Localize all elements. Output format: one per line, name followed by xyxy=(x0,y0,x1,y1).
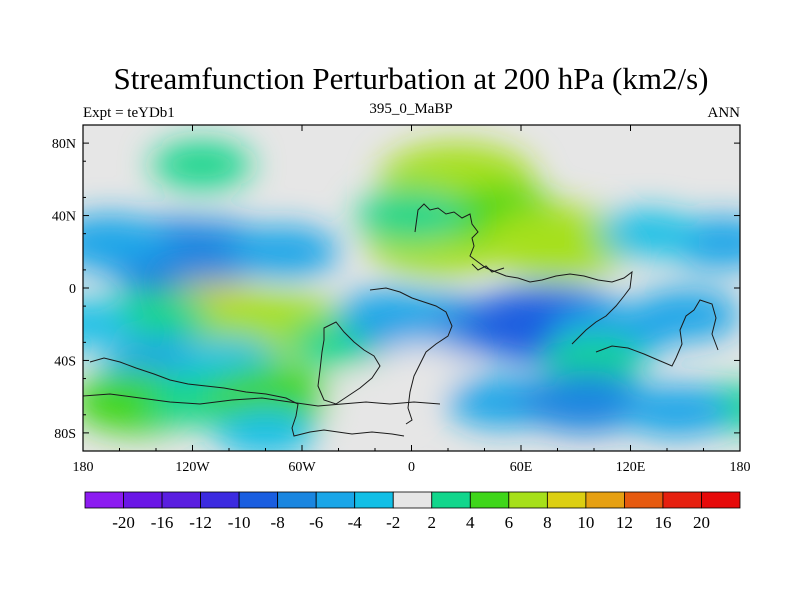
field-cell-12 xyxy=(598,209,700,258)
coastline-australia xyxy=(595,299,719,367)
y-tick-label-2: 0 xyxy=(69,282,76,297)
colorbar-label-6: -4 xyxy=(348,513,363,532)
colorbar-swatch-2 xyxy=(161,491,201,509)
field-cell-6 xyxy=(355,189,468,242)
x-tick-label-1: 120W xyxy=(175,460,210,475)
x-tick-label-3: 0 xyxy=(408,460,415,475)
field-cell-10 xyxy=(227,225,340,279)
colorbar-swatch-13 xyxy=(585,491,625,509)
coastline-antarctica xyxy=(83,393,441,407)
colorbar-swatch-8 xyxy=(392,491,433,509)
coastline-africa xyxy=(369,287,453,425)
x-tick-label-5: 120E xyxy=(616,460,646,475)
y-tick-label-0: 80N xyxy=(52,137,76,152)
colorbar-swatch-1 xyxy=(123,491,163,509)
coastline-americas xyxy=(317,321,381,405)
colorbar-label-5: -6 xyxy=(309,513,323,532)
colorbar: -20 -16 -12 -10 -8 -6 -4 -2 2 4 6 8 10 12 16 20 xyxy=(84,491,741,532)
field-cell-21 xyxy=(337,288,450,342)
x-tick-label-4: 60E xyxy=(510,460,533,475)
coastline-north xyxy=(471,263,505,273)
colorbar-swatch-14 xyxy=(624,491,664,509)
x-tick-label-0: 180 xyxy=(73,460,94,475)
coastline-south-islands xyxy=(89,357,405,437)
colorbar-label-2: -12 xyxy=(189,513,212,532)
colorbar-swatch-0 xyxy=(84,491,124,509)
field-cell-33 xyxy=(518,370,652,434)
colorbar-label-1: -16 xyxy=(151,513,174,532)
x-tick-label-2: 60W xyxy=(288,460,316,475)
field-cell-20 xyxy=(629,288,740,342)
field-cell-22 xyxy=(83,300,134,348)
colorbar-swatch-12 xyxy=(546,491,587,509)
colorbar-swatch-15 xyxy=(662,491,702,509)
season-label: ANN xyxy=(708,105,741,121)
contour-field xyxy=(83,141,740,451)
colorbar-swatch-9 xyxy=(431,491,471,509)
field-cell-34 xyxy=(620,384,732,438)
colorbar-swatch-6 xyxy=(315,491,356,509)
coastlines xyxy=(83,203,719,437)
colorbar-swatch-7 xyxy=(354,491,394,509)
y-tick-label-3: 40S xyxy=(54,354,76,369)
colorbar-label-9: 4 xyxy=(466,513,475,532)
chart-title: Streamfunction Perturbation at 200 hPa (… xyxy=(114,61,709,96)
colorbar-label-11: 8 xyxy=(543,513,552,532)
field-cell-5 xyxy=(479,206,636,280)
colorbar-label-13: 12 xyxy=(616,513,633,532)
field-cell-29 xyxy=(375,342,466,386)
colorbar-label-4: -8 xyxy=(271,513,285,532)
field-cell-35 xyxy=(215,409,316,451)
field-cell-28 xyxy=(320,379,411,422)
field-cell-0 xyxy=(151,141,252,189)
coastline-eurasia xyxy=(414,203,633,345)
field-cell-9 xyxy=(83,213,172,272)
colorbar-label-7: -2 xyxy=(386,513,400,532)
colorbar-label-3: -10 xyxy=(228,513,251,532)
colorbar-label-12: 10 xyxy=(577,513,594,532)
x-axis: 180 120W 60W 0 60E 120E 180 xyxy=(73,125,751,475)
colorbar-label-10: 6 xyxy=(505,513,514,532)
colorbar-label-8: 2 xyxy=(428,513,437,532)
colorbar-swatch-3 xyxy=(200,491,240,509)
colorbar-swatch-5 xyxy=(277,491,317,509)
y-axis: 80N 40N 0 40S 80S xyxy=(52,124,740,452)
y-tick-label-1: 40N xyxy=(52,210,76,225)
colorbar-swatch-11 xyxy=(508,491,548,509)
colorbar-label-0: -20 xyxy=(112,513,135,532)
colorbar-label-15: 20 xyxy=(693,513,710,532)
colorbar-label-14: 16 xyxy=(654,513,671,532)
experiment-label: Expt = teYDb1 xyxy=(83,105,175,121)
colorbar-swatch-16 xyxy=(701,491,741,509)
x-tick-label-6: 180 xyxy=(730,460,751,475)
y-tick-label-4: 80S xyxy=(54,427,76,442)
colorbar-swatch-10 xyxy=(469,491,510,509)
case-label: 395_0_MaBP xyxy=(369,101,452,117)
colorbar-swatch-4 xyxy=(238,491,279,509)
